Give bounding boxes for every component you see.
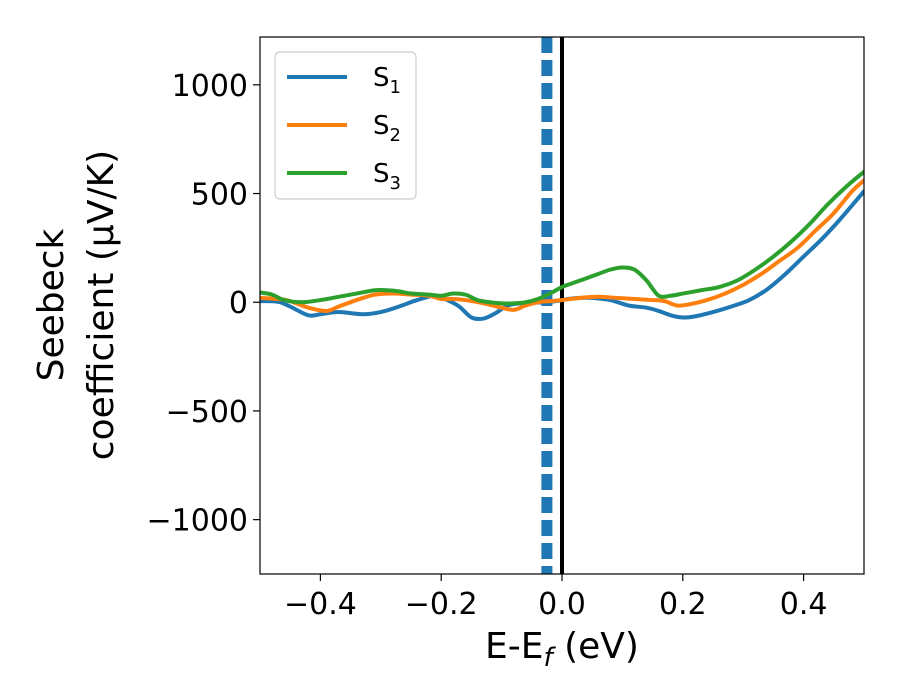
x-tick-label: 0.2	[659, 587, 707, 622]
y-axis-label-line1: Seebeck	[31, 228, 72, 381]
x-tick-label: 0.4	[780, 587, 828, 622]
x-tick-label: 0.0	[538, 587, 586, 622]
x-tick-label: −0.2	[405, 587, 478, 622]
legend: S1 S2 S3	[274, 51, 417, 200]
y-tick-label: 1000	[172, 69, 248, 104]
y-tick-label: −500	[166, 395, 248, 430]
y-tick-label: −1000	[147, 504, 248, 539]
tick-layer: −0.4 −0.2 0.0 0.2 0.4 −1000 −500 0 500 1000	[147, 69, 828, 622]
legend-label-s3: S3	[373, 159, 401, 194]
series-line-s3	[260, 169, 864, 306]
y-axis-label-line2: coefficient (μV/K)	[81, 150, 122, 460]
legend-label-s1: S1	[373, 63, 401, 98]
axes-frame	[259, 36, 865, 575]
series-layer	[260, 37, 864, 574]
y-tick-label: 0	[229, 286, 248, 321]
series-line-s2	[260, 178, 864, 313]
legend-label-s2: S2	[373, 111, 401, 146]
x-axis-label: E-Ef (eV)	[485, 626, 639, 673]
y-tick-label: 500	[191, 178, 248, 213]
x-tick-label: −0.4	[284, 587, 357, 622]
